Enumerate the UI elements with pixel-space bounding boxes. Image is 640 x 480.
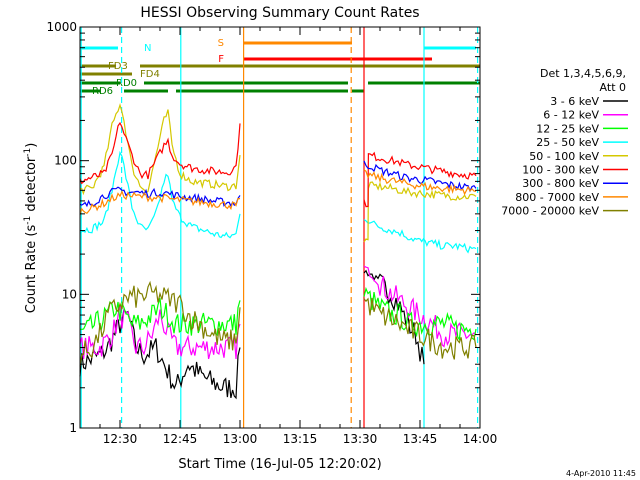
series-line-800-7000-kev-1 — [363, 169, 477, 196]
x-tick-label: 13:45 — [403, 432, 438, 446]
timestamp: 4-Apr-2010 11:45 — [566, 469, 636, 478]
series-line-50-100-kev-1 — [363, 181, 477, 243]
series-line-7000-20000-kev-1 — [363, 297, 477, 360]
flag-label-rd6: RD6 — [92, 86, 113, 97]
series-line-300-800-kev-0 — [79, 186, 241, 208]
legend-entry-label: 25 - 50 keV — [536, 136, 599, 149]
x-tick-label: 14:00 — [463, 432, 498, 446]
legend-entry-label: 300 - 800 keV — [522, 177, 599, 190]
legend-entry-label: 6 - 12 keV — [543, 109, 599, 122]
x-tick-label: 12:30 — [103, 432, 138, 446]
flag-label-f: F — [218, 54, 224, 65]
series-line-50-100-kev-0 — [79, 103, 241, 196]
x-tick-label: 13:15 — [283, 432, 318, 446]
legend-entry-label: 7000 - 20000 keV — [501, 205, 599, 218]
flag-label-s: S — [218, 38, 224, 49]
series-lines — [79, 103, 477, 400]
y-tick-label: 100 — [54, 154, 77, 168]
x-tick-label: 13:00 — [223, 432, 258, 446]
y-tick-label: 10 — [62, 287, 77, 301]
y-tick-label: 1 — [69, 421, 77, 435]
series-line-100-300-kev-0 — [79, 121, 241, 185]
y-axis-label: Count Rate (s-1 detector-1) — [23, 143, 39, 314]
series-line-12-25-kev-1 — [363, 286, 477, 342]
series-line-25-50-kev-1 — [363, 219, 477, 254]
legend-entry-label: 50 - 100 keV — [529, 150, 599, 163]
legend-entry-label: 12 - 25 keV — [536, 122, 599, 135]
flag-label-rd0: RD0 — [116, 78, 137, 89]
legend-header-detectors: Det 1,3,4,5,6,9, — [540, 67, 626, 80]
series-line-800-7000-kev-0 — [79, 189, 240, 216]
flag-label-fd4: FD4 — [140, 69, 160, 80]
legend-entry-label: 3 - 6 keV — [550, 95, 599, 108]
series-line-25-50-kev-0 — [79, 150, 241, 239]
legend-entry-label: 800 - 7000 keV — [515, 191, 599, 204]
series-line-7000-20000-kev-0 — [79, 280, 241, 367]
y-tick-label: 1000 — [46, 20, 77, 34]
x-axis-label: Start Time (16-Jul-05 12:20:02) — [178, 457, 381, 472]
legend-entry-label: 100 - 300 keV — [522, 164, 599, 177]
flag-label-fd3: FD3 — [108, 61, 128, 72]
series-line-3-6-kev-1 — [363, 269, 425, 365]
flag-label-n: N — [144, 43, 151, 54]
series-line-3-6-kev-0 — [79, 307, 241, 400]
series-line-6-12-kev-0 — [79, 305, 241, 360]
legend-header-attenuator: Att 0 — [600, 81, 626, 94]
x-tick-label: 12:45 — [163, 432, 198, 446]
chart-title: HESSI Observing Summary Count Rates — [140, 5, 419, 21]
series-line-100-300-kev-1 — [363, 151, 477, 208]
axes: 12:30 12:45 13:00 13:15 13:30 13:45 14:00 1 10 10… — [46, 20, 497, 446]
x-tick-label: 13:30 — [343, 432, 378, 446]
